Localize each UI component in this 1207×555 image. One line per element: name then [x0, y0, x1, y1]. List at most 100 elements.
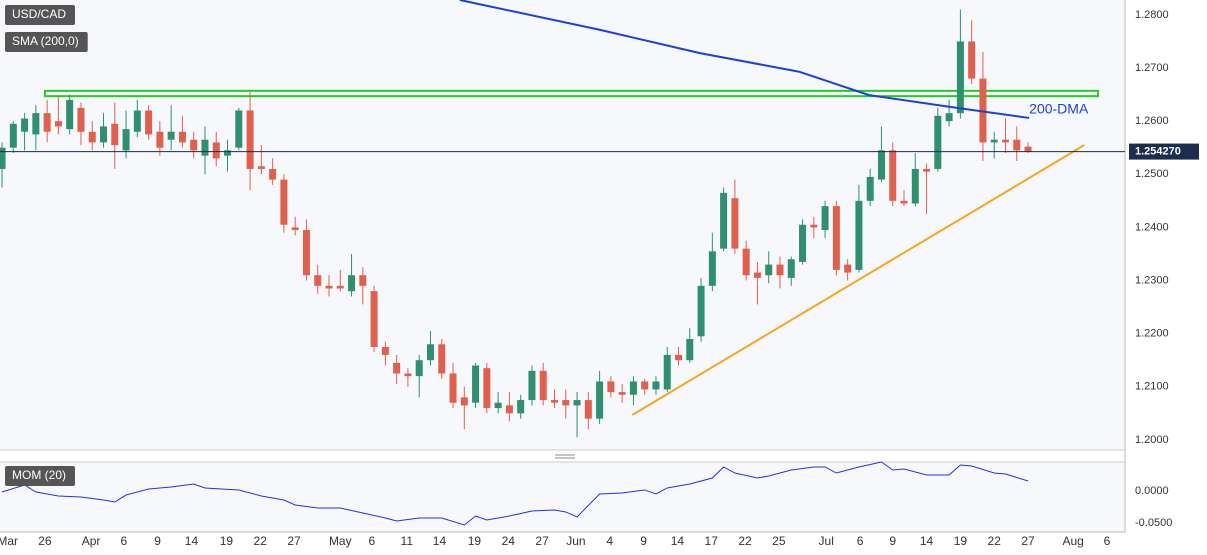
candle-body: [381, 346, 389, 355]
candle-body: [145, 110, 153, 135]
candle-body: [370, 291, 378, 347]
x-tick-label: 6: [120, 534, 127, 548]
x-tick-label: 11: [401, 534, 414, 548]
legend-item: MOM (20): [5, 466, 75, 486]
candle-body: [1001, 139, 1009, 143]
trend-line: [631, 144, 1085, 416]
x-tick-label: Mar: [0, 534, 18, 548]
x-tick-label: Jun: [566, 534, 585, 548]
candle-body: [731, 198, 739, 249]
splitter[interactable]: [555, 454, 575, 459]
candle-body: [325, 285, 333, 289]
candle-body: [88, 131, 96, 143]
candle-body: [9, 123, 17, 148]
candle-body: [765, 264, 773, 276]
y-tick-label: 1.2600: [1135, 115, 1169, 127]
y-tick-label: 1.2500: [1135, 168, 1169, 180]
x-tick-label: Jul: [819, 534, 834, 548]
x-tick-label: 6: [1104, 534, 1111, 548]
x-tick-label: 19: [954, 534, 968, 548]
legend-label: USD/CAD: [12, 7, 66, 21]
candle-body: [0, 147, 6, 169]
candle-body: [224, 150, 232, 156]
candle-body: [720, 192, 728, 249]
candle-body: [111, 123, 119, 146]
legend-item: SMA (200,0): [5, 32, 88, 52]
x-tick-label: 17: [705, 534, 719, 548]
candle-body: [641, 381, 649, 390]
y-tick-label: 1.2800: [1135, 9, 1169, 21]
legend-box: [5, 466, 75, 486]
candle-body: [742, 248, 750, 276]
candle-body: [460, 397, 468, 406]
x-tick-label: 6: [368, 534, 375, 548]
candle-body: [810, 224, 818, 228]
candle-body: [178, 131, 186, 143]
x-tick-label: 22: [738, 534, 752, 548]
momentum-line: [1, 461, 1029, 526]
legend-item: USD/CAD: [5, 5, 76, 25]
last-price-label: 1.254270: [1135, 145, 1181, 157]
candle-body: [584, 400, 592, 419]
candle-body: [900, 200, 908, 204]
candle-body: [562, 400, 570, 406]
candle-body: [618, 392, 626, 395]
candle-body: [359, 275, 367, 286]
candle-body: [133, 110, 141, 132]
candle-body: [257, 166, 265, 169]
candle-body: [77, 107, 85, 132]
candle-body: [934, 115, 942, 169]
x-tick-label: 4: [606, 534, 613, 548]
legend-label: SMA (200,0): [12, 34, 79, 48]
x-tick-label: 22: [254, 534, 268, 548]
y-tick-label: 1.2100: [1135, 381, 1169, 393]
candle-body: [675, 354, 683, 361]
candle-body: [167, 131, 175, 140]
candle-body: [832, 206, 840, 270]
y-tick-label: -0.0500: [1135, 517, 1172, 529]
candle-body: [66, 99, 74, 130]
candle-body: [246, 110, 254, 169]
candle-body: [280, 179, 288, 225]
x-tick-label: 14: [671, 534, 685, 548]
y-tick-label: 0.0000: [1135, 485, 1169, 497]
legend-box: [5, 5, 76, 25]
candle-body: [291, 227, 299, 231]
x-tick-label: 19: [220, 534, 234, 548]
candle-body: [505, 405, 513, 414]
last-price-box: [1129, 143, 1199, 160]
candle-body: [821, 206, 829, 231]
candle-body: [799, 224, 807, 262]
candle-body: [212, 142, 220, 159]
x-tick-label: 14: [920, 534, 934, 548]
candle-body: [663, 354, 671, 390]
candle-body: [629, 381, 637, 395]
candle-body: [528, 370, 536, 401]
x-tick-label: Apr: [82, 534, 101, 548]
candle-body: [945, 113, 953, 122]
candle-body: [776, 264, 784, 276]
x-tick-label: 24: [502, 534, 516, 548]
candle-body: [607, 381, 615, 393]
candle-body: [956, 41, 964, 114]
candle-body: [855, 200, 863, 270]
candle-body: [426, 344, 434, 361]
candle-body: [201, 139, 209, 156]
candle-body: [156, 131, 164, 148]
candle-body: [753, 272, 761, 278]
candle-body: [302, 230, 310, 276]
candle-body: [472, 365, 480, 403]
candle-body: [393, 362, 401, 374]
candle-body: [1013, 139, 1021, 151]
candle-body: [21, 118, 29, 132]
x-tick-label: May: [329, 534, 352, 548]
x-tick-label: 27: [287, 534, 301, 548]
candle-body: [573, 400, 581, 406]
candle-body: [968, 41, 976, 79]
candle-body: [889, 150, 897, 201]
sma-line: [459, 0, 1030, 119]
candle-body: [494, 402, 502, 409]
candle-body: [483, 368, 491, 409]
candle-body: [235, 110, 243, 148]
candle-body: [449, 373, 457, 403]
